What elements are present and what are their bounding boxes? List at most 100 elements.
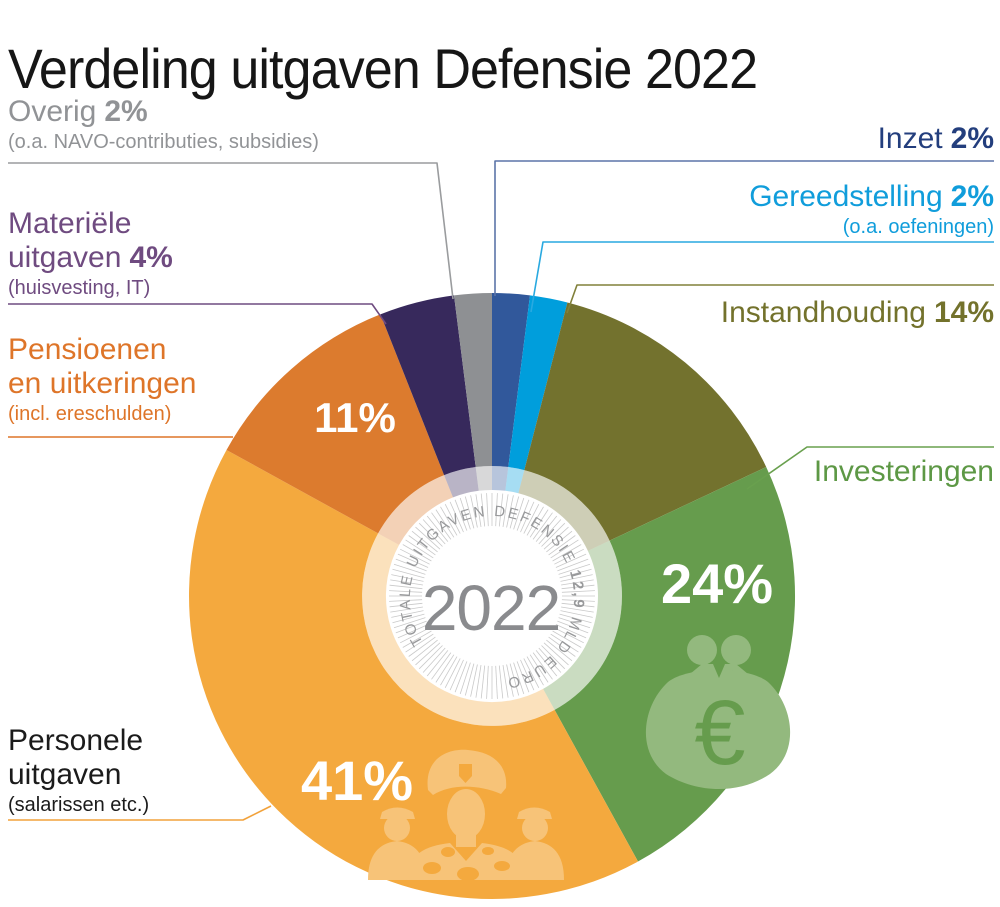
label-gereedstelling: Gereedstelling 2% (o.a. oefeningen) [749,180,994,239]
segment-overig [454,293,492,467]
tick-mark [454,499,468,531]
tick-mark [475,494,482,527]
tick-mark [389,599,423,602]
tick-mark [502,494,509,527]
tick-mark [520,501,535,533]
tick-mark [486,665,489,699]
segment-inzet [492,293,530,467]
tick-mark [415,526,441,550]
inner-ring-inzet [492,465,509,491]
tick-mark [397,624,429,639]
tick-mark [392,613,425,624]
donut-inner-ring [362,465,622,726]
tick-mark [470,495,478,528]
label-investeringen-text: Investeringen [813,455,994,488]
tick-mark [560,610,593,618]
tick-mark [395,558,427,572]
tick-mark [554,548,584,565]
tick-mark [513,497,525,530]
tick-mark [555,624,587,639]
tick-mark [523,658,540,688]
tick-mark [402,544,432,562]
euro-symbol: € [694,682,745,784]
tick-mark [411,639,438,662]
tick-mark [552,630,582,648]
tick-mark [402,630,432,648]
tick-mark [561,579,594,586]
tick-mark [411,530,438,553]
tick-mark [389,590,423,593]
tick-mark [405,539,434,559]
label-gereedstelling-sub: (o.a. oefeningen) [842,216,994,239]
tick-mark [495,493,498,527]
tick-mark [418,645,443,670]
label-personele-uitgaven: Personele uitgaven (salarissen etc.) [8,724,149,817]
page-title: Verdeling uitgaven Defensie 2022 [8,36,758,100]
tick-mark [561,602,595,608]
tick-mark [449,659,464,691]
tick-mark [444,504,461,534]
label-personele-sub: (salarissen etc.) [8,794,150,817]
label-materiele-uitgaven: Materiële uitgaven 4% (huisvesting, IT) [8,207,173,300]
label-investeringen: Investeringen [814,455,994,489]
soldiers-icon [368,749,564,881]
tick-mark [498,493,504,527]
tick-mark [532,652,553,680]
leader-line-overig [8,162,454,300]
tick-mark [391,610,424,618]
tick-mark [513,662,525,695]
tick-mark [464,663,475,696]
tick-mark [389,602,423,608]
leader-line-gereedstelling [530,241,994,313]
tick-mark [464,496,475,529]
tick-mark [509,496,520,529]
tick-mark [548,636,576,657]
inner-ring-personele-uitgaven [362,533,555,726]
segment-gereedstelling [508,295,568,471]
percentage-label-investeringen: 24% [661,552,773,615]
tick-mark [393,617,426,629]
tick-mark [391,574,424,582]
tick-mark [543,526,569,550]
label-gereedstelling-text: Gereedstelling [749,180,943,213]
label-materiele-line2: uitgaven [8,241,122,275]
tick-mark [506,495,514,528]
tick-mark [560,574,593,582]
tick-mark [435,654,455,683]
inner-ring-pensioenen-en-uitkeringen [378,475,453,545]
leader-line-inzet [494,160,994,296]
tick-mark [397,553,429,568]
inner-ring-overig [475,465,492,491]
tick-mark [561,599,595,602]
tick-mark [426,650,449,677]
segment-personele-uitgaven [189,450,638,899]
tick-mark [486,493,489,527]
center-year: 2022 [422,572,560,644]
tick-mark [546,639,573,662]
tick-mark [535,515,558,542]
segment-instandhouding [524,302,767,541]
leader-line-instandhouding [566,284,994,314]
label-inzet-pct: 2% [950,122,994,155]
inner-ring-materi-le-uitgaven [444,467,479,498]
tick-mark [538,647,562,673]
tick-mark [529,509,549,538]
tick-mark [541,645,566,670]
tick-mark [506,664,514,697]
donut-segments [189,293,796,899]
tick-mark [541,522,566,547]
label-overig-sub: (o.a. NAVO-contributies, subsidies) [8,131,319,154]
tick-mark [395,620,427,634]
tick-mark [480,493,486,527]
tick-mark [400,627,430,644]
tick-mark [561,606,594,613]
tick-mark [408,636,436,657]
tick-mark [440,506,458,536]
label-instandhouding-text: Instandhouding [720,296,926,329]
label-materiele-line1: Materiële [8,207,132,240]
tick-mark [422,647,446,673]
leader-lines [8,160,994,821]
label-overig-pct: 2% [104,95,148,128]
tick-mark [548,535,576,556]
tick-mark [516,499,530,531]
